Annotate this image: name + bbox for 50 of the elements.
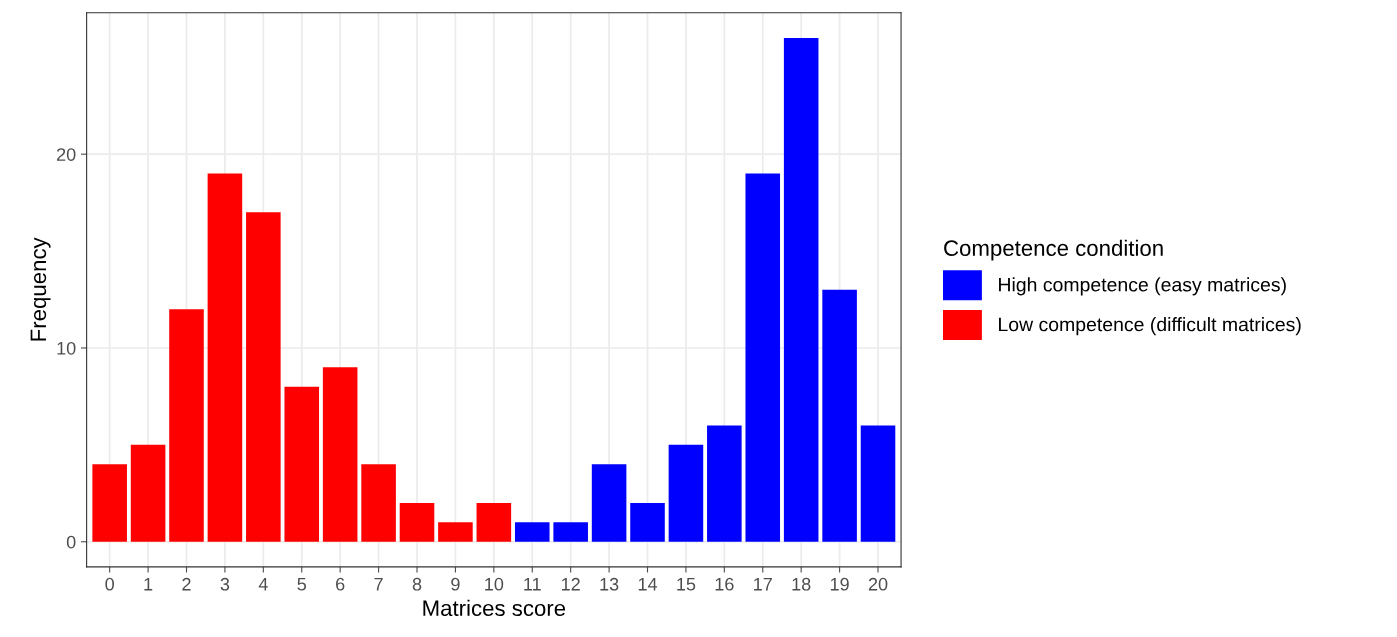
bar	[745, 173, 781, 542]
legend-title: Competence condition	[944, 239, 1163, 261]
x-tick-label: 2	[182, 577, 191, 591]
bar	[668, 444, 704, 542]
x-tick-label: 18	[792, 577, 811, 591]
y-tick-label: 0	[66, 535, 76, 549]
bar	[783, 37, 819, 542]
x-tick-label: 6	[336, 577, 345, 591]
x-tick-label: 4	[258, 578, 268, 591]
bar	[591, 464, 627, 542]
x-axis-title: Matrices score	[423, 599, 566, 617]
x-tick-label: 17	[754, 578, 772, 591]
legend-label: High competence (easy matrices)	[999, 277, 1286, 296]
x-tick-label: 3	[220, 577, 230, 591]
bar	[476, 502, 512, 542]
bar	[169, 309, 204, 542]
bar	[92, 464, 127, 542]
bar	[130, 444, 166, 542]
bar	[630, 502, 665, 542]
x-tick-label: 7	[374, 578, 383, 591]
x-tick-label: 12	[562, 577, 580, 591]
bar	[361, 464, 396, 542]
legend-label: Low competence (difficult matrices)	[999, 317, 1301, 336]
x-tick-label: 13	[600, 577, 619, 591]
bar	[399, 502, 435, 542]
bar	[284, 386, 320, 542]
y-tick-label: 10	[57, 341, 76, 355]
bar	[822, 289, 857, 542]
x-tick-label: 9	[451, 577, 460, 591]
bar	[553, 522, 588, 542]
bar	[514, 522, 550, 542]
bar	[322, 367, 358, 542]
x-tick-label: 0	[105, 577, 114, 591]
x-tick-label: 14	[638, 578, 658, 591]
x-tick-label: 10	[485, 577, 504, 591]
x-tick-label: 1	[144, 578, 153, 591]
x-tick-label: 8	[412, 577, 422, 591]
y-tick-label: 20	[57, 148, 76, 161]
bar	[860, 425, 896, 542]
x-tick-label: 5	[297, 578, 307, 591]
y-axis-title: Frequency	[30, 237, 51, 341]
x-tick-label: 15	[677, 578, 696, 591]
x-tick-label: 20	[868, 577, 888, 591]
x-tick-label: 16	[715, 577, 734, 591]
x-tick-label: 19	[830, 577, 849, 591]
bar	[207, 173, 243, 542]
bar	[246, 212, 281, 542]
x-tick-label: 11	[524, 578, 541, 591]
bar	[707, 425, 742, 542]
bar	[438, 522, 473, 542]
